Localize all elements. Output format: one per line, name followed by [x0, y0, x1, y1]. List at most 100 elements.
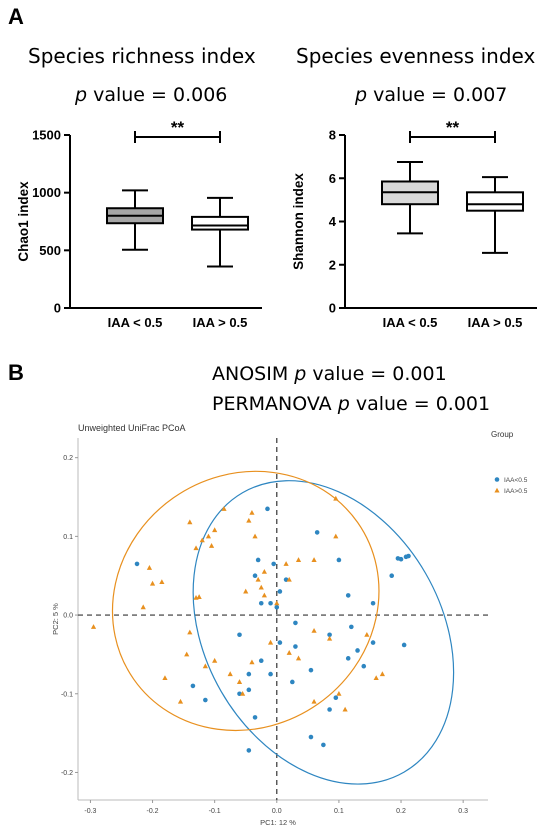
data-point-iaa-high: [149, 580, 156, 586]
panel-b-label: B: [8, 360, 24, 385]
y-axis-label: Chao1 index: [16, 181, 31, 262]
y-tick-label: 4: [329, 214, 337, 229]
data-point-iaa-high: [249, 659, 255, 665]
data-point-iaa-high: [295, 557, 302, 562]
y-tick-label: -0.1: [61, 691, 73, 698]
y-tick-label: 500: [39, 243, 61, 258]
y-tick-label: 0: [329, 301, 336, 316]
data-point-iaa-low: [389, 573, 395, 579]
data-point-iaa-low: [345, 593, 351, 598]
x-tick-label: -0.1: [209, 808, 221, 815]
data-point-iaa-high: [342, 706, 348, 712]
data-point-iaa-low: [265, 506, 270, 512]
data-point-iaa-high: [252, 533, 258, 539]
data-point-iaa-low: [134, 561, 140, 567]
data-point-iaa-low: [308, 734, 314, 740]
y-axis-label: PC2: 5 %: [51, 603, 60, 635]
data-point-iaa-low: [403, 554, 409, 560]
x-category-label: IAA < 0.5: [383, 315, 438, 330]
data-point-iaa-high: [258, 584, 264, 590]
data-point-iaa-high: [267, 639, 274, 645]
data-point-iaa-low: [333, 695, 339, 700]
data-point-iaa-high: [221, 506, 227, 511]
y-tick-label: 1500: [32, 128, 61, 143]
data-point-iaa-high: [162, 675, 168, 681]
y-tick-label: 8: [329, 128, 336, 143]
anosim-label: ANOSIM: [212, 363, 295, 385]
data-point-iaa-low: [321, 742, 326, 748]
data-point-iaa-high: [159, 579, 165, 585]
data-point-iaa-high: [236, 679, 243, 684]
data-point-iaa-high: [333, 495, 339, 501]
x-tick-label: 0.3: [458, 808, 468, 815]
data-point-iaa-high: [177, 698, 184, 704]
data-point-iaa-low: [237, 632, 242, 638]
y-tick-label: 6: [329, 171, 336, 186]
data-point-iaa-low: [252, 715, 258, 720]
data-point-iaa-high: [243, 588, 249, 594]
legend-label: IAA>0.5: [504, 488, 528, 495]
y-tick-label: 0.1: [63, 534, 73, 541]
x-tick-label: 0.0: [272, 808, 282, 815]
data-point-iaa-low: [277, 589, 283, 594]
data-point-iaa-high: [373, 675, 379, 681]
data-point-iaa-high: [261, 568, 267, 574]
data-point-iaa-low: [314, 530, 320, 535]
data-point-iaa-low: [271, 561, 276, 567]
shannon-boxplot: 0 2 4 6 8 Shannon index IAA < 0.5 IAA > 0.5 **: [291, 118, 537, 330]
data-point-iaa-high: [140, 604, 146, 610]
x-tick-label: 0.1: [334, 808, 344, 815]
data-point-iaa-low: [255, 557, 261, 563]
anosim-value: value = 0.001: [306, 363, 447, 385]
data-point-iaa-low: [246, 687, 252, 693]
data-point-iaa-low: [203, 697, 208, 703]
data-point-iaa-low: [327, 707, 332, 712]
legend-title: Group: [491, 430, 514, 439]
data-point-iaa-high: [184, 651, 190, 657]
x-tick-label: -0.3: [84, 808, 96, 815]
data-point-iaa-high: [240, 690, 246, 696]
data-point-iaa-high: [187, 519, 193, 525]
y-tick-label: 2: [329, 257, 336, 272]
data-point-iaa-low: [293, 620, 298, 626]
box: [466, 191, 524, 212]
data-point-iaa-low: [268, 600, 273, 606]
evenness-p-text: value = 0.007: [367, 84, 508, 106]
richness-p-value: p value = 0.006: [75, 84, 227, 106]
data-point-iaa-low: [252, 573, 258, 579]
data-point-iaa-high: [311, 628, 317, 633]
significance-stars: **: [446, 118, 460, 137]
y-tick-label: 1000: [32, 185, 61, 200]
data-point-iaa-low: [274, 604, 280, 610]
data-point-iaa-low: [190, 683, 196, 689]
permanova-p-symbol: p: [337, 393, 350, 415]
data-point-iaa-low: [398, 556, 404, 562]
data-point-iaa-high: [311, 698, 317, 704]
data-point-iaa-high: [227, 671, 233, 677]
evenness-title: Species evenness index: [296, 44, 536, 68]
data-point-iaa-high: [295, 655, 302, 661]
data-point-iaa-high: [286, 650, 292, 655]
legend-label: IAA<0.5: [504, 477, 528, 484]
data-point-iaa-low: [370, 640, 376, 645]
y-tick-label: -0.2: [61, 770, 73, 777]
data-point-iaa-low: [349, 624, 354, 630]
y-tick-label: 0.0: [63, 613, 73, 620]
data-point-iaa-high: [146, 565, 153, 570]
data-point-iaa-high: [311, 557, 317, 562]
data-point-iaa-low: [345, 656, 351, 661]
data-point-iaa-low: [370, 600, 376, 606]
richness-p-symbol: p: [75, 84, 88, 106]
confidence-ellipse-high: [111, 470, 380, 732]
data-point-iaa-low: [277, 640, 283, 645]
x-category-label: IAA < 0.5: [108, 315, 163, 330]
panel-a-label: A: [8, 4, 24, 29]
data-point-iaa-high: [286, 576, 292, 582]
richness-title: Species richness index: [28, 44, 256, 68]
x-tick-label: 0.2: [396, 808, 406, 815]
legend-marker-iaa-high: [494, 487, 500, 493]
data-point-iaa-high: [283, 561, 289, 566]
y-tick-label: 0.2: [63, 455, 73, 462]
data-point-iaa-high: [333, 533, 339, 539]
data-point-iaa-low: [246, 748, 252, 753]
